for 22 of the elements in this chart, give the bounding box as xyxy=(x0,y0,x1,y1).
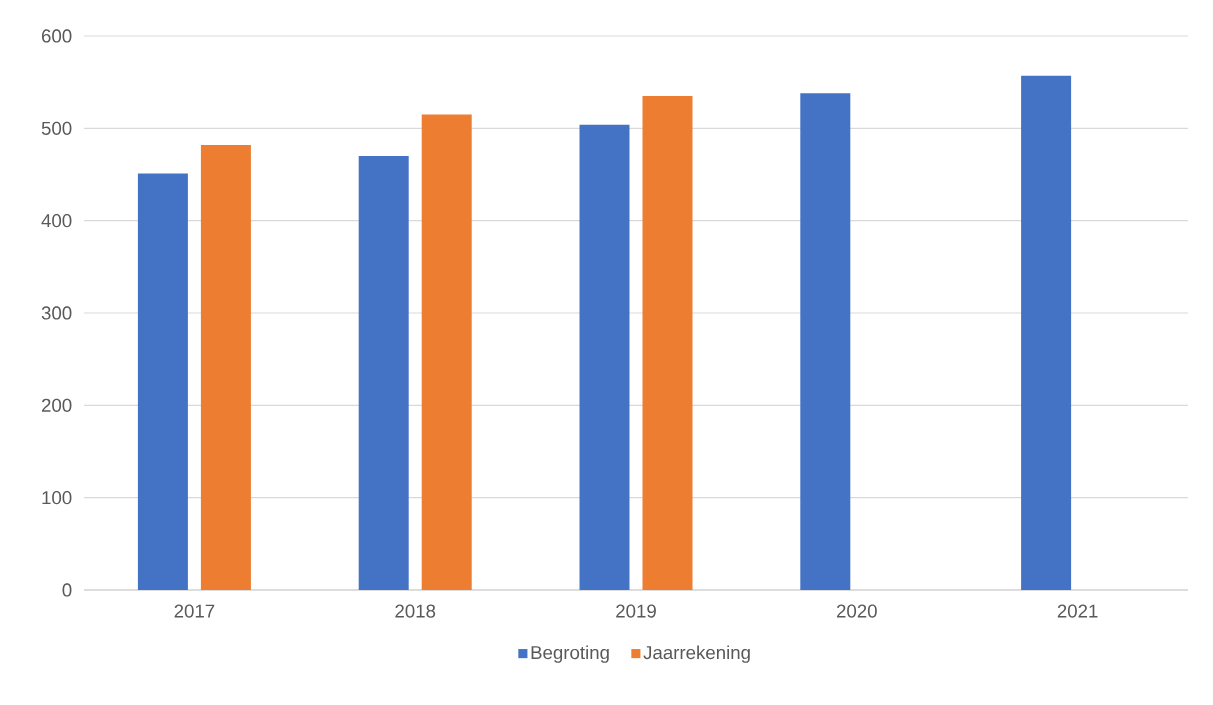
x-tick-label: 2021 xyxy=(1057,604,1098,618)
y-tick-label: 600 xyxy=(41,29,72,43)
bar xyxy=(137,173,188,590)
bar xyxy=(200,144,251,590)
x-tick-label: 2017 xyxy=(174,604,215,618)
x-tick-label: 2018 xyxy=(395,604,436,618)
legend-label: Jaarrekening xyxy=(643,645,750,663)
bar xyxy=(800,93,851,590)
y-tick-label: 500 xyxy=(41,121,72,135)
bar xyxy=(1021,75,1072,590)
bar xyxy=(579,124,630,590)
bar xyxy=(642,96,693,590)
bar xyxy=(358,156,409,590)
bar xyxy=(421,114,472,590)
x-tick-label: 2019 xyxy=(616,604,656,618)
y-tick-label: 200 xyxy=(41,398,72,412)
y-tick-label: 400 xyxy=(41,214,72,228)
legend-label: Begroting xyxy=(531,645,609,663)
y-tick-label: 0 xyxy=(62,583,72,597)
x-tick-label: 2020 xyxy=(836,604,877,618)
y-tick-label: 300 xyxy=(41,306,72,320)
y-tick-label: 100 xyxy=(42,491,72,505)
